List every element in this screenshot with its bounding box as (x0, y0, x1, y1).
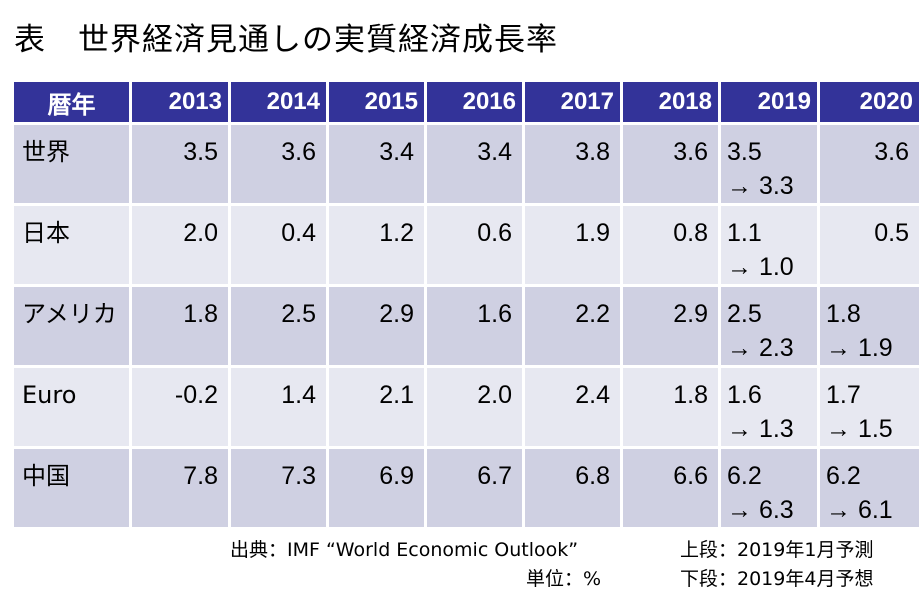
forecast-cell: 6.2 → 6.3 (721, 449, 820, 530)
table-cell: 6.9 (329, 449, 427, 530)
table-cell: 2.4 (525, 368, 623, 449)
year-header: 2015 (329, 82, 427, 125)
row-label: 日本 (14, 206, 132, 287)
table-cell: 2.0 (427, 368, 525, 449)
forecast-jan: 1.8 (826, 300, 861, 328)
forecast-cell: 0.5 (820, 206, 919, 287)
table-cell: 3.5 (132, 125, 231, 206)
forecast-apr: → 1.3 (727, 415, 794, 443)
upper-row-note: 上段：2019年1月予測 (680, 539, 874, 561)
lower-row-note: 下段：2019年4月予想 (680, 568, 874, 590)
unit-note: 単位：% (526, 568, 602, 590)
forecast-jan: 3.5 (727, 138, 762, 166)
forecast-jan: 6.2 (727, 462, 762, 490)
source-note: 出典：IMF “World Economic Outlook” (230, 539, 579, 561)
forecast-cell: 3.5 → 3.3 (721, 125, 820, 206)
forecast-cell: 1.7 → 1.5 (820, 368, 919, 449)
year-header: 2018 (623, 82, 721, 125)
year-header: 2017 (525, 82, 623, 125)
forecast-apr: → 2.3 (727, 334, 794, 362)
table-row: 日本 2.0 0.4 1.2 0.6 1.9 0.8 1.1 → 1.0 0.5 (14, 206, 919, 287)
row-label: 世界 (14, 125, 132, 206)
year-header: 2016 (427, 82, 525, 125)
table-row: アメリカ 1.8 2.5 2.9 1.6 2.2 2.9 2.5 → 2.3 1.… (14, 287, 919, 368)
forecast-apr: → 3.3 (727, 172, 794, 200)
growth-table: 暦年 2013 2014 2015 2016 2017 2018 2019 20… (14, 82, 919, 530)
forecast-jan: 1.7 (826, 381, 861, 409)
forecast-cell: 2.5 → 2.3 (721, 287, 820, 368)
year-header: 2013 (132, 82, 231, 125)
forecast-jan: 6.2 (826, 462, 861, 490)
forecast-jan: 3.6 (874, 138, 909, 166)
table-cell: 0.8 (623, 206, 721, 287)
forecast-apr: → 6.1 (826, 496, 893, 524)
table-cell: -0.2 (132, 368, 231, 449)
table-cell: 0.4 (231, 206, 329, 287)
year-header: 2019 (721, 82, 820, 125)
row-label: アメリカ (14, 287, 132, 368)
table-cell: 3.4 (329, 125, 427, 206)
table-cell: 1.9 (525, 206, 623, 287)
header-label: 暦年 (14, 82, 132, 125)
table-cell: 1.4 (231, 368, 329, 449)
table-cell: 2.5 (231, 287, 329, 368)
table-cell: 1.8 (623, 368, 721, 449)
table-row: 世界 3.5 3.6 3.4 3.4 3.8 3.6 3.5 → 3.3 3.6 (14, 125, 919, 206)
row-label: Euro (14, 368, 132, 449)
table-cell: 2.1 (329, 368, 427, 449)
table-cell: 2.9 (623, 287, 721, 368)
year-header: 2014 (231, 82, 329, 125)
forecast-cell: 1.8 → 1.9 (820, 287, 919, 368)
row-label: 中国 (14, 449, 132, 530)
forecast-jan: 1.6 (727, 381, 762, 409)
forecast-apr: → 1.0 (727, 253, 794, 281)
table-cell: 2.0 (132, 206, 231, 287)
year-header: 2020 (820, 82, 919, 125)
forecast-jan: 2.5 (727, 300, 762, 328)
forecast-apr: → 1.9 (826, 334, 893, 362)
table-cell: 3.8 (525, 125, 623, 206)
table-cell: 1.8 (132, 287, 231, 368)
forecast-cell: 1.6 → 1.3 (721, 368, 820, 449)
table-cell: 1.2 (329, 206, 427, 287)
forecast-jan: 1.1 (727, 219, 762, 247)
table-cell: 6.8 (525, 449, 623, 530)
forecast-cell: 1.1 → 1.0 (721, 206, 820, 287)
table-cell: 3.6 (231, 125, 329, 206)
forecast-apr: → 1.5 (826, 415, 893, 443)
forecast-cell: 6.2 → 6.1 (820, 449, 919, 530)
table-row: Euro -0.2 1.4 2.1 2.0 2.4 1.8 1.6 → 1.3 1… (14, 368, 919, 449)
header-row: 暦年 2013 2014 2015 2016 2017 2018 2019 20… (14, 82, 919, 125)
table-cell: 0.6 (427, 206, 525, 287)
table-cell: 7.3 (231, 449, 329, 530)
table-cell: 3.6 (623, 125, 721, 206)
table-cell: 7.8 (132, 449, 231, 530)
forecast-jan: 0.5 (874, 219, 909, 247)
table-row: 中国 7.8 7.3 6.9 6.7 6.8 6.6 6.2 → 6.3 6.2 →… (14, 449, 919, 530)
table-cell: 3.4 (427, 125, 525, 206)
forecast-cell: 3.6 (820, 125, 919, 206)
table-cell: 2.9 (329, 287, 427, 368)
table-cell: 2.2 (525, 287, 623, 368)
page-title: 表 世界経済見通しの実質経済成長率 (14, 22, 558, 58)
table-cell: 1.6 (427, 287, 525, 368)
forecast-apr: → 6.3 (727, 496, 794, 524)
table-cell: 6.6 (623, 449, 721, 530)
table-cell: 6.7 (427, 449, 525, 530)
